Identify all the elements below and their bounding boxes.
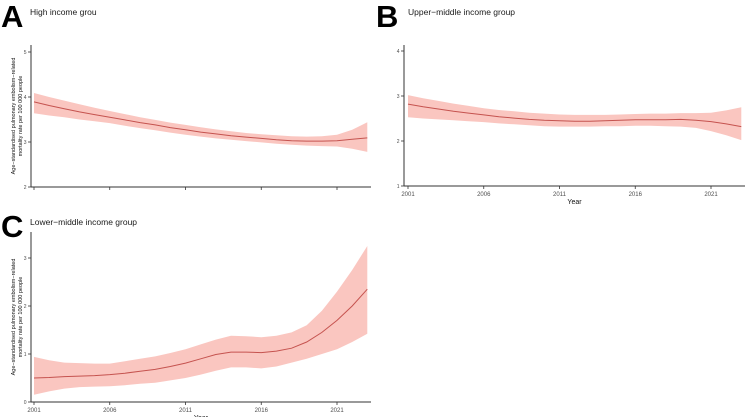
x-tick-label: 2001 (27, 408, 41, 414)
y-tick-label: 3 (24, 256, 27, 262)
y-axis-title-line2: mortality rate per 100 000 people (18, 76, 24, 157)
x-axis-title: Year (567, 199, 582, 206)
y-tick-label: 3 (24, 140, 27, 146)
x-tick-label: 2006 (103, 408, 117, 414)
y-tick-label: 1 (24, 352, 27, 358)
x-tick-labels: 2001 2006 2011 2016 2021 (401, 186, 718, 198)
smoothed-line (407, 103, 742, 128)
x-tick-label: 2011 (179, 408, 193, 414)
y-tick-label: 2 (397, 139, 400, 145)
panel-lower-middle-income: 0 1 2 3 2001 2006 2011 2016 2021 Year Age−standard… (0, 210, 375, 417)
panel-high-income: 2 3 4 5 Age−standardised pulmonary embolism−… (0, 0, 375, 210)
panel-label-c: C (1, 209, 24, 244)
panel-label-b: B (376, 0, 399, 34)
x-tick-label: 2001 (401, 192, 415, 198)
x-tick-label: 2016 (255, 408, 269, 414)
x-tick-label: 2016 (629, 192, 643, 198)
y-tick-labels: 1 2 3 4 (397, 49, 404, 190)
y-tick-labels: 2 3 4 5 (24, 50, 31, 191)
y-tick-label: 2 (24, 185, 27, 191)
y-axis-title-line1: Age−standardised pulmonary embolism−rela… (11, 58, 17, 175)
ci-ribbon (34, 93, 368, 152)
ci-ribbon (408, 95, 742, 141)
plot-lower-middle-income: 0 1 2 3 2001 2006 2011 2016 2021 Year Age−standard… (11, 232, 371, 417)
plot-high-income: 2 3 4 5 Age−standardised pulmonary embolism−… (11, 45, 371, 191)
panel-title-lower-middle-income: Lower−middle income group (30, 217, 138, 227)
panel-title-upper-middle-income: Upper−middle income group (408, 7, 516, 17)
y-tick-label: 3 (397, 94, 400, 100)
plot-upper-middle-income: 1 2 3 4 2001 2006 2011 2016 2021 Year (397, 45, 745, 206)
y-tick-label: 5 (24, 50, 27, 56)
y-tick-label: 0 (24, 400, 27, 406)
smoothed-line (33, 288, 368, 379)
y-tick-label: 4 (397, 49, 400, 55)
y-axis-title-line2: mortality rate per 100 000 people (18, 277, 24, 358)
panel-upper-middle-income: 1 2 3 4 2001 2006 2011 2016 2021 Year B Upper−mid… (375, 0, 750, 210)
x-axis-title: Year (194, 415, 209, 417)
x-tick-labels (33, 187, 338, 190)
panel-label-a: A (1, 0, 24, 34)
y-tick-label: 4 (24, 95, 27, 101)
y-tick-labels: 0 1 2 3 (24, 256, 31, 406)
x-tick-label: 2006 (477, 192, 491, 198)
x-tick-label: 2021 (704, 192, 718, 198)
x-tick-label: 2021 (330, 408, 344, 414)
y-tick-label: 2 (24, 304, 27, 310)
smoothed-line (33, 101, 368, 142)
y-axis-title-line1: Age−standardised pulmonary embolism−rela… (11, 259, 17, 376)
panel-title-high-income: High income grou (30, 7, 97, 17)
ci-ribbon (34, 246, 368, 395)
y-tick-label: 1 (397, 184, 400, 190)
x-tick-labels: 2001 2006 2011 2016 2021 (27, 402, 344, 414)
x-tick-label: 2011 (553, 192, 567, 198)
